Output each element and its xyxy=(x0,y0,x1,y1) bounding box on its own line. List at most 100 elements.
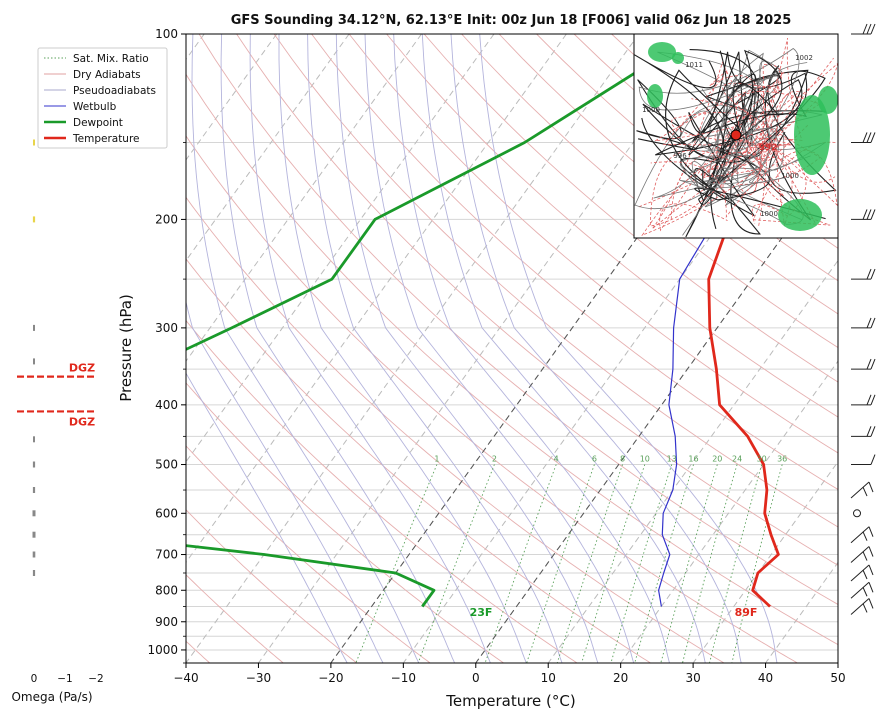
legend-label: Pseudoadiabats xyxy=(73,85,156,97)
pseudoadiabat-line xyxy=(450,34,742,663)
omega-bar xyxy=(32,510,36,517)
dgz-label: DGZ xyxy=(69,362,95,375)
isobar-grid xyxy=(186,34,838,663)
barb-flag xyxy=(868,546,874,557)
map-contour-line xyxy=(651,61,836,230)
mixing-ratio-label: 30 xyxy=(757,455,767,464)
series-temperature xyxy=(707,34,836,608)
map-contour-line xyxy=(636,73,756,191)
omega-bar xyxy=(32,216,36,223)
dry-adiabat-line xyxy=(423,34,838,383)
map-contour-line xyxy=(659,93,791,232)
barb-staff xyxy=(850,526,870,544)
map-isobar-label: 1000 xyxy=(781,172,799,180)
wind-barb-icon xyxy=(851,426,876,437)
map-contour-line xyxy=(634,54,780,200)
mixing-ratio-label: 13 xyxy=(667,455,677,464)
isotherm-line xyxy=(620,360,838,663)
wind-barb-icon xyxy=(851,317,876,329)
dry-adiabat-line xyxy=(273,34,838,528)
barb-flag xyxy=(862,486,868,497)
barb-flag xyxy=(868,481,874,493)
wind-barb-icon xyxy=(851,23,876,35)
barb-staff xyxy=(850,564,870,582)
dry-adiabat-line xyxy=(186,319,578,663)
barb-flag xyxy=(868,564,874,576)
barb-flag xyxy=(870,23,876,35)
wind-barb-icon xyxy=(853,509,861,518)
wind-barb-icon xyxy=(851,209,876,220)
map-contour-line xyxy=(641,124,838,237)
mixing-ratio-label: 24 xyxy=(732,455,742,464)
map-isobar-label: 1002 xyxy=(795,54,813,62)
mixing-ratio-line xyxy=(417,464,495,663)
barb-flag xyxy=(866,426,872,437)
barb-flag xyxy=(866,23,872,35)
isotherm-line xyxy=(186,34,422,362)
wind-barb-icon xyxy=(851,132,876,143)
barb-flag xyxy=(862,132,868,143)
mixing-ratio-line xyxy=(709,464,763,663)
omega-bar xyxy=(32,461,36,468)
wind-barb-icon xyxy=(850,546,874,563)
wind-barb-icon xyxy=(850,598,874,615)
barb-flag xyxy=(866,132,872,143)
barb-flag xyxy=(866,317,872,329)
precip-area xyxy=(647,84,663,108)
map-isobar-label: 1000 xyxy=(642,106,660,114)
isotherm-line xyxy=(257,34,712,663)
legend: Sat. Mix. Ratio Dry Adiabats Pseudoadiabat… xyxy=(37,47,168,149)
precip-area xyxy=(818,86,838,114)
barb-flag xyxy=(866,209,872,220)
wind-barbs xyxy=(850,23,876,615)
omega-tick-label: 0 xyxy=(31,673,38,685)
map-contour-line xyxy=(662,70,817,226)
x-tick-label: 30 xyxy=(685,671,700,685)
map-contour-line xyxy=(638,48,808,183)
y-tick-label: 700 xyxy=(155,548,178,562)
legend-label: Temperature xyxy=(72,133,140,145)
x-tick-label: −30 xyxy=(246,671,271,685)
plot-frame xyxy=(185,33,839,664)
map-contour-line xyxy=(685,49,826,238)
map-contour-line xyxy=(679,127,811,192)
y-axis-label: Pressure (hPa) xyxy=(117,294,135,402)
series-dewpoint xyxy=(186,34,698,608)
mixing-ratio-label: 16 xyxy=(688,455,698,464)
map-contour-line xyxy=(679,77,804,236)
x-tick-label: 10 xyxy=(541,671,556,685)
map-contour-line xyxy=(709,62,838,224)
x-tick-label: −20 xyxy=(318,671,343,685)
barb-flag xyxy=(870,426,876,437)
precip-area xyxy=(672,52,684,64)
dry-adiabat-line xyxy=(186,445,431,663)
isotherm-line xyxy=(547,259,838,663)
map-isobar-label: 996 xyxy=(673,152,687,160)
mixing-ratio-label: 2 xyxy=(492,455,497,464)
barb-flag xyxy=(862,603,868,613)
legend-label: Wetbulb xyxy=(73,101,117,113)
precip-area xyxy=(648,42,676,62)
barb-flag xyxy=(870,268,876,280)
omega-bar xyxy=(33,139,35,146)
isotherm-line xyxy=(186,34,567,564)
y-axis: 100 200 300 400 500 600 700 800 900 1000 xyxy=(147,27,186,664)
barb-staff xyxy=(850,546,870,563)
wind-barb-icon xyxy=(850,481,874,499)
dry-adiabat-line xyxy=(236,34,838,566)
omega-bar xyxy=(32,551,36,558)
x-axis-label: Temperature (°C) xyxy=(445,692,575,710)
map-isobar-label: 1008 xyxy=(708,174,726,182)
y-tick-label: 200 xyxy=(155,212,178,226)
barb-staff xyxy=(850,481,870,499)
x-tick-label: 20 xyxy=(613,671,628,685)
legend-label: Sat. Mix. Ratio xyxy=(73,53,149,65)
pseudoadiabat-line xyxy=(364,34,635,663)
dry-adiabat-line xyxy=(186,574,284,663)
mixing-ratio-line xyxy=(660,464,718,663)
omega-panel: 0 −1 −2 DGZ DGZ xyxy=(17,139,104,685)
y-tick-label: 800 xyxy=(155,583,178,597)
y-tick-label: 900 xyxy=(155,615,178,629)
wind-barb-icon xyxy=(851,358,876,370)
